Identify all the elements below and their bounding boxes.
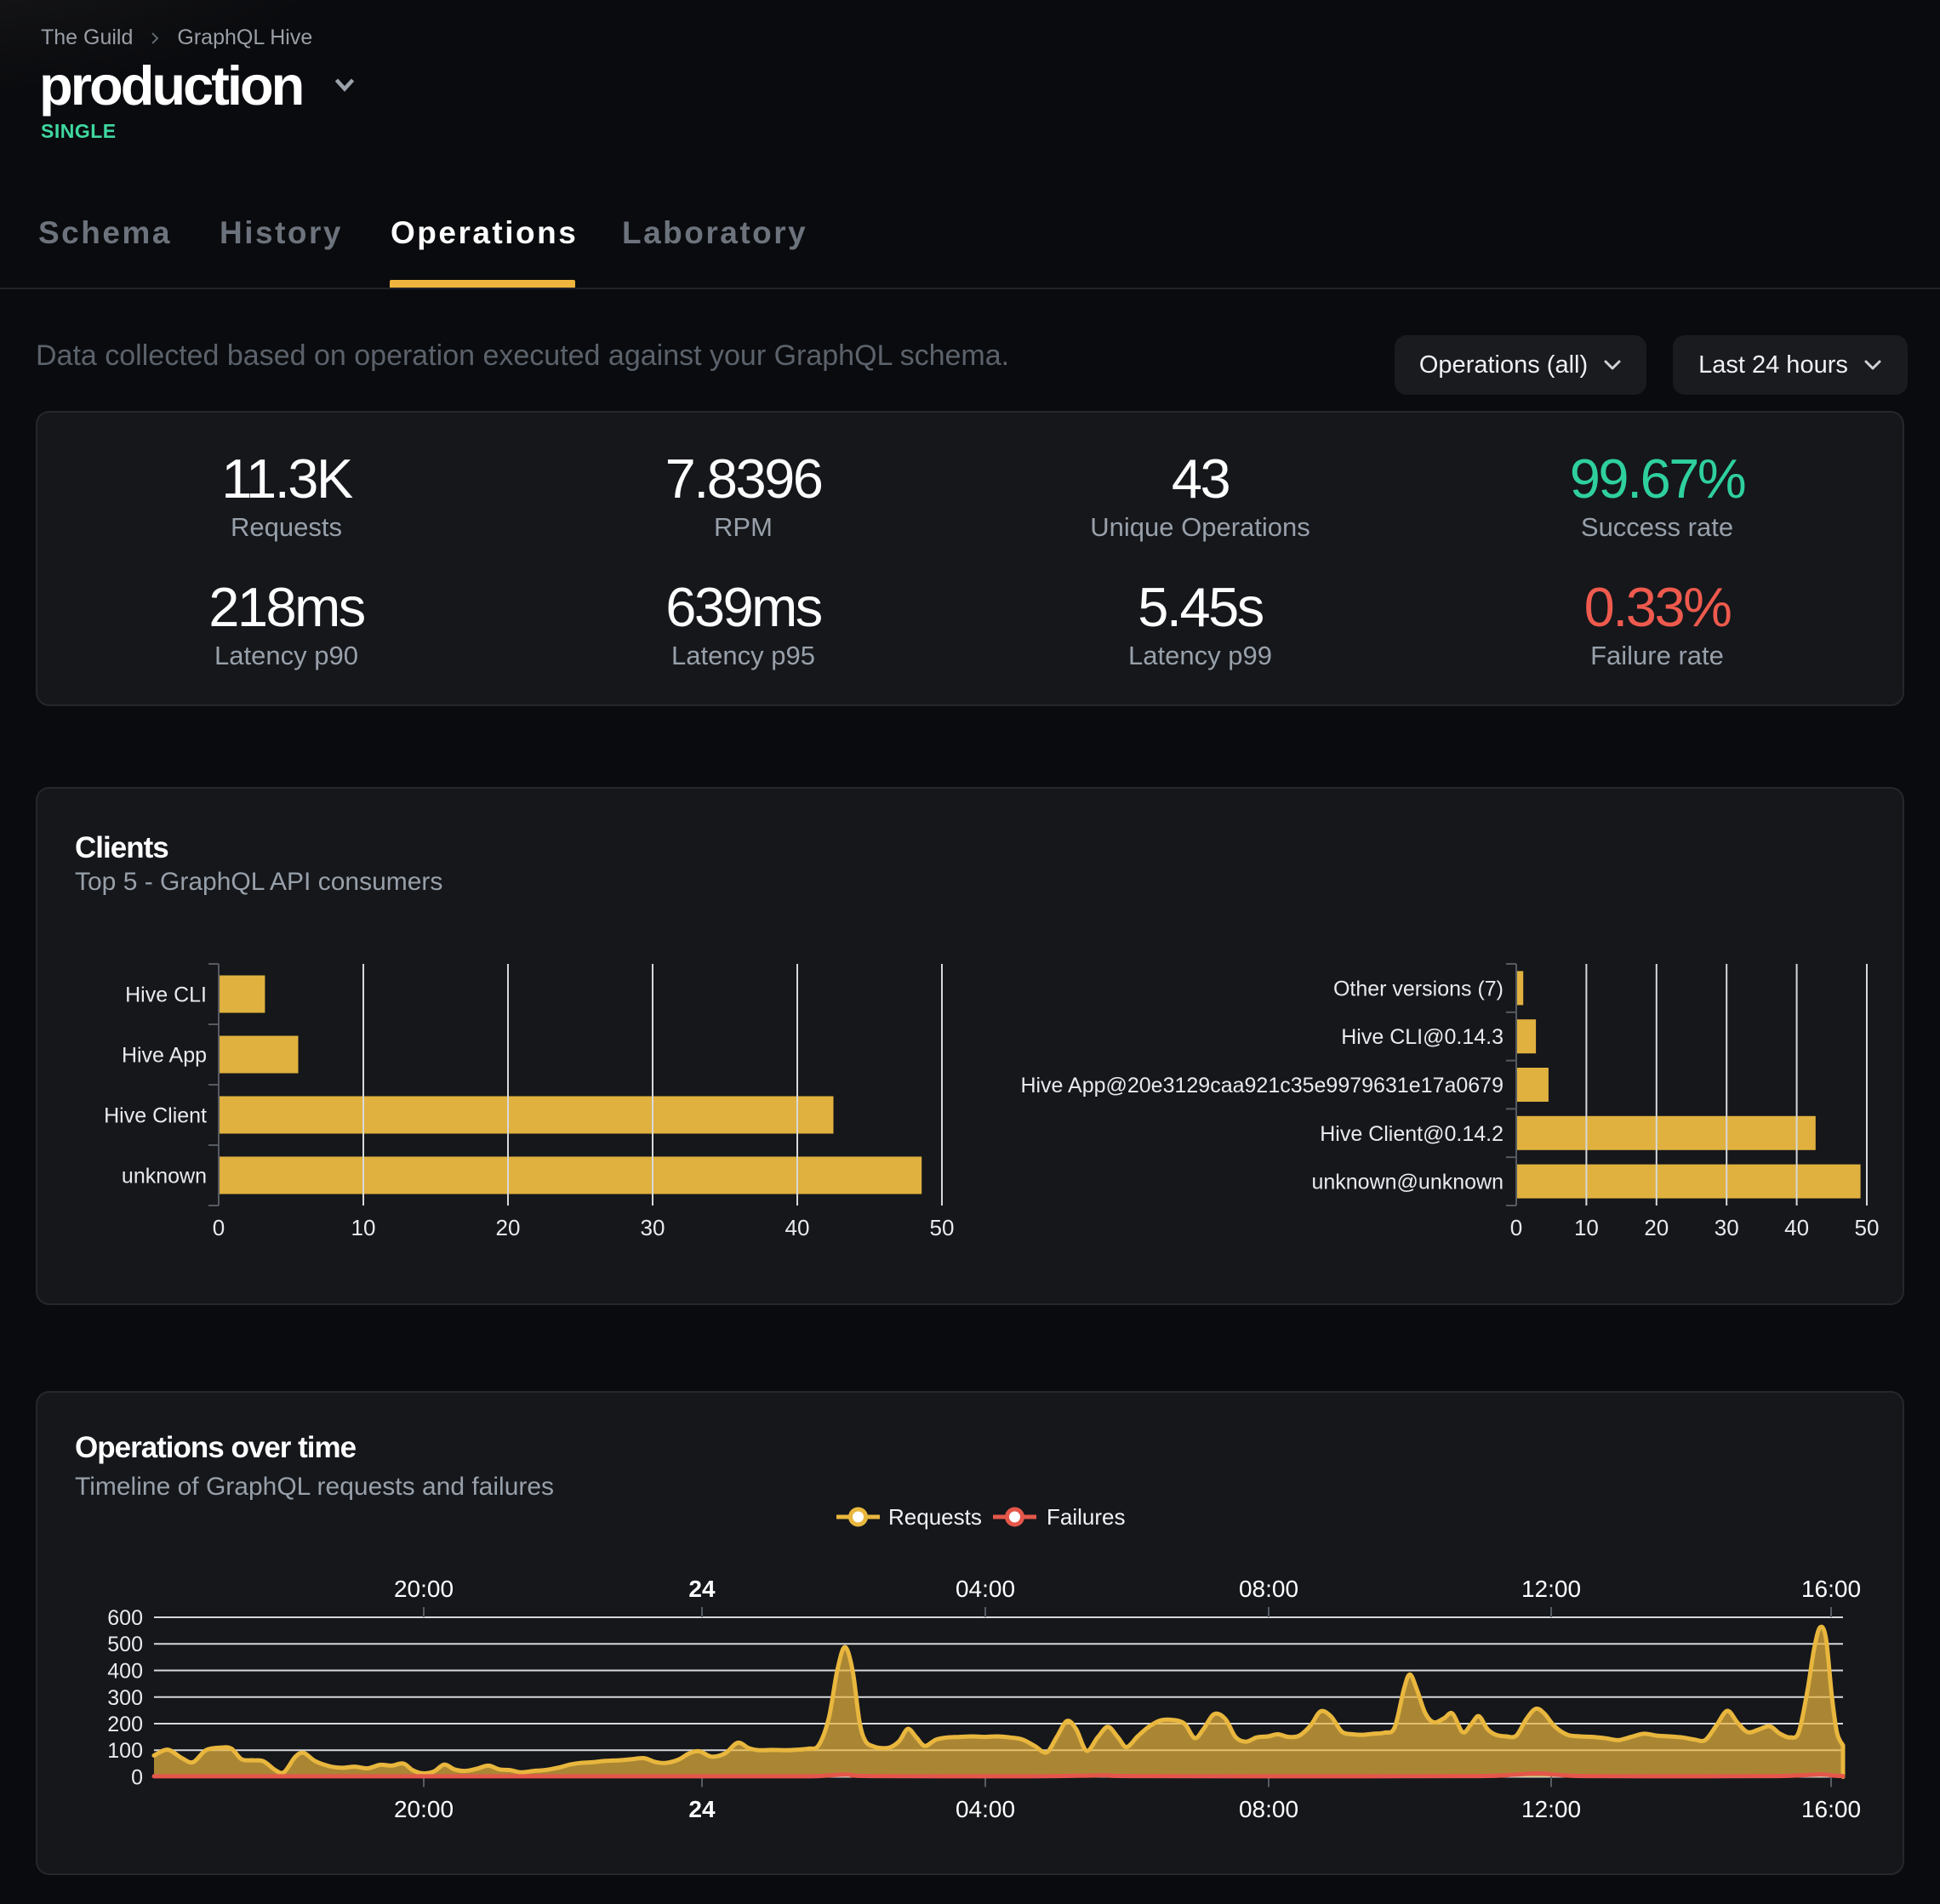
svg-text:50: 50 xyxy=(1855,1215,1880,1240)
svg-text:12:00: 12:00 xyxy=(1521,1796,1581,1822)
svg-text:400: 400 xyxy=(107,1660,143,1684)
svg-text:20: 20 xyxy=(496,1215,521,1240)
svg-text:16:00: 16:00 xyxy=(1801,1576,1861,1602)
svg-text:0: 0 xyxy=(1510,1215,1522,1240)
svg-text:0: 0 xyxy=(213,1215,225,1240)
svg-text:Requests: Requests xyxy=(888,1504,982,1530)
svg-text:200: 200 xyxy=(107,1713,143,1736)
svg-text:10: 10 xyxy=(1574,1215,1599,1240)
svg-text:16:00: 16:00 xyxy=(1801,1796,1861,1822)
svg-text:Failures: Failures xyxy=(1047,1504,1125,1530)
svg-text:30: 30 xyxy=(1715,1215,1739,1240)
svg-text:50: 50 xyxy=(930,1215,955,1240)
svg-text:04:00: 04:00 xyxy=(956,1576,1015,1602)
svg-text:20:00: 20:00 xyxy=(394,1796,454,1822)
svg-text:40: 40 xyxy=(785,1215,810,1240)
svg-text:Hive App@20e3129caa921c35e9979: Hive App@20e3129caa921c35e9979631e17a067… xyxy=(1020,1074,1504,1097)
svg-text:20:00: 20:00 xyxy=(394,1576,454,1602)
svg-text:Other versions (7): Other versions (7) xyxy=(1333,977,1504,1000)
svg-text:unknown@unknown: unknown@unknown xyxy=(1311,1171,1504,1194)
svg-text:300: 300 xyxy=(107,1686,143,1710)
svg-text:Hive Client: Hive Client xyxy=(104,1104,207,1128)
svg-text:24: 24 xyxy=(688,1576,716,1602)
svg-text:24: 24 xyxy=(688,1796,716,1822)
svg-text:unknown: unknown xyxy=(122,1165,207,1189)
svg-text:600: 600 xyxy=(107,1606,143,1630)
svg-text:20: 20 xyxy=(1644,1215,1669,1240)
svg-text:30: 30 xyxy=(641,1215,665,1240)
svg-text:0: 0 xyxy=(131,1766,143,1790)
svg-text:500: 500 xyxy=(107,1633,143,1656)
svg-text:Hive CLI@0.14.3: Hive CLI@0.14.3 xyxy=(1341,1025,1504,1049)
svg-text:100: 100 xyxy=(107,1739,143,1763)
svg-text:10: 10 xyxy=(351,1215,376,1240)
svg-text:Hive App: Hive App xyxy=(122,1044,207,1068)
svg-text:Hive Client@0.14.2: Hive Client@0.14.2 xyxy=(1320,1122,1504,1146)
svg-text:40: 40 xyxy=(1784,1215,1809,1240)
svg-text:04:00: 04:00 xyxy=(956,1796,1015,1822)
svg-text:08:00: 08:00 xyxy=(1239,1576,1298,1602)
svg-text:Hive CLI: Hive CLI xyxy=(125,983,207,1007)
svg-text:08:00: 08:00 xyxy=(1239,1796,1298,1822)
svg-text:12:00: 12:00 xyxy=(1521,1576,1581,1602)
